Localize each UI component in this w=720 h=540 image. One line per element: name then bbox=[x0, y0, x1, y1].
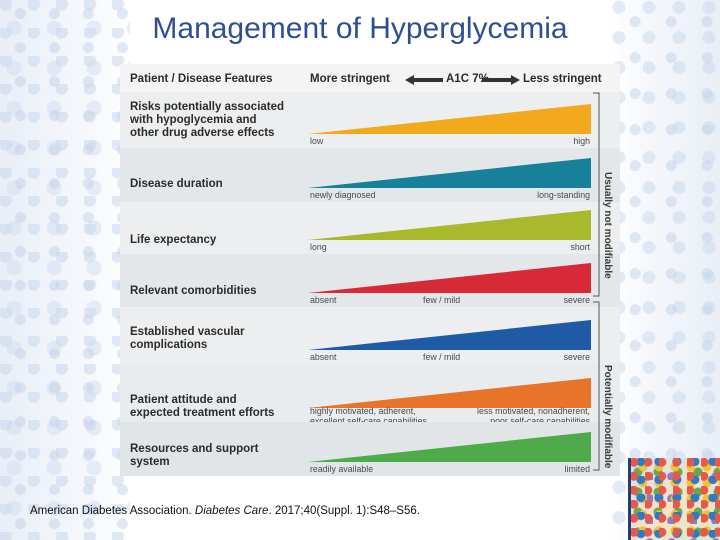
feature-label: Risks potentially associated with hypogl… bbox=[130, 101, 285, 139]
gradient-wedge bbox=[308, 263, 591, 293]
feature-label: Established vascular complications bbox=[130, 326, 245, 351]
scale-low-label: long bbox=[310, 242, 327, 252]
gradient-wedge bbox=[308, 104, 591, 134]
gradient-wedge bbox=[308, 158, 591, 188]
scale-high-label: severe bbox=[563, 352, 590, 362]
feature-label: Disease duration bbox=[130, 178, 223, 190]
header-more-stringent: More stringent bbox=[310, 73, 390, 85]
scale-mid-label: few / mild bbox=[423, 295, 461, 305]
glycemic-target-panel: Patient / Disease Features More stringen… bbox=[120, 64, 620, 476]
gradient-wedge bbox=[308, 432, 591, 462]
gradient-wedge bbox=[308, 320, 591, 350]
header-features: Patient / Disease Features bbox=[130, 73, 273, 85]
background-left-mosaic bbox=[0, 0, 130, 540]
background-right-mosaic bbox=[610, 0, 720, 540]
scale-low-label: low bbox=[310, 136, 324, 146]
feature-row: Resources and support system readily avai… bbox=[120, 422, 620, 476]
usually-not-modifiable-label: Usually not modifiable bbox=[602, 172, 613, 279]
panel-header: Patient / Disease Features More stringen… bbox=[120, 64, 620, 92]
right-arrow-icon bbox=[482, 75, 520, 85]
citation-suffix: . 2017;40(Suppl. 1):S48–S56. bbox=[268, 505, 420, 517]
citation-journal: Diabetes Care bbox=[194, 505, 269, 517]
scale-high-label: high bbox=[573, 136, 590, 146]
scale-low-label: highly motivated, adherent, excellent se… bbox=[310, 406, 427, 426]
scale-high-label: severe bbox=[563, 295, 590, 305]
scale-low-label: readily available bbox=[310, 464, 374, 474]
scale-low-label: absent bbox=[310, 352, 337, 362]
citation-prefix: American Diabetes Association. bbox=[30, 505, 195, 517]
slide-title: Management of Hyperglycemia bbox=[152, 12, 568, 45]
potentially-modifiable-label: Potentially modifiable bbox=[602, 365, 613, 469]
decorative-artwork bbox=[628, 458, 720, 540]
feature-row: Life expectancy long short bbox=[120, 202, 620, 254]
header-a1c: A1C 7% bbox=[446, 73, 489, 85]
feature-label: Patient attitude and expected treatment … bbox=[130, 394, 275, 419]
feature-row: Disease duration newly diagnosed long-stan… bbox=[120, 148, 620, 202]
header-less-stringent: Less stringent bbox=[523, 73, 602, 85]
scale-high-label: short bbox=[570, 242, 590, 252]
citation: American Diabetes Association. Diabetes … bbox=[30, 505, 420, 517]
feature-label: Life expectancy bbox=[130, 234, 217, 246]
scale-high-label: long-standing bbox=[537, 190, 590, 200]
scale-high-label: limited bbox=[564, 464, 590, 474]
feature-label: Resources and support system bbox=[130, 443, 259, 468]
modifiability-brackets bbox=[593, 92, 600, 471]
feature-row: Relevant comorbidities absent few / mild se… bbox=[120, 254, 620, 307]
gradient-wedge bbox=[308, 378, 591, 408]
scale-low-label: absent bbox=[310, 295, 337, 305]
scale-high-label: less motivated, nonadherent, poor self-c… bbox=[477, 406, 590, 426]
gradient-wedge bbox=[308, 210, 591, 240]
feature-row: Patient attitude and expected treatment … bbox=[120, 364, 620, 426]
scale-mid-label: few / mild bbox=[423, 352, 461, 362]
left-arrow-icon bbox=[405, 75, 443, 85]
scale-low-label: newly diagnosed bbox=[310, 190, 376, 200]
feature-label: Relevant comorbidities bbox=[130, 285, 257, 297]
feature-row: Risks potentially associated with hypogl… bbox=[120, 92, 620, 148]
feature-row: Established vascular complications absent… bbox=[120, 307, 620, 364]
